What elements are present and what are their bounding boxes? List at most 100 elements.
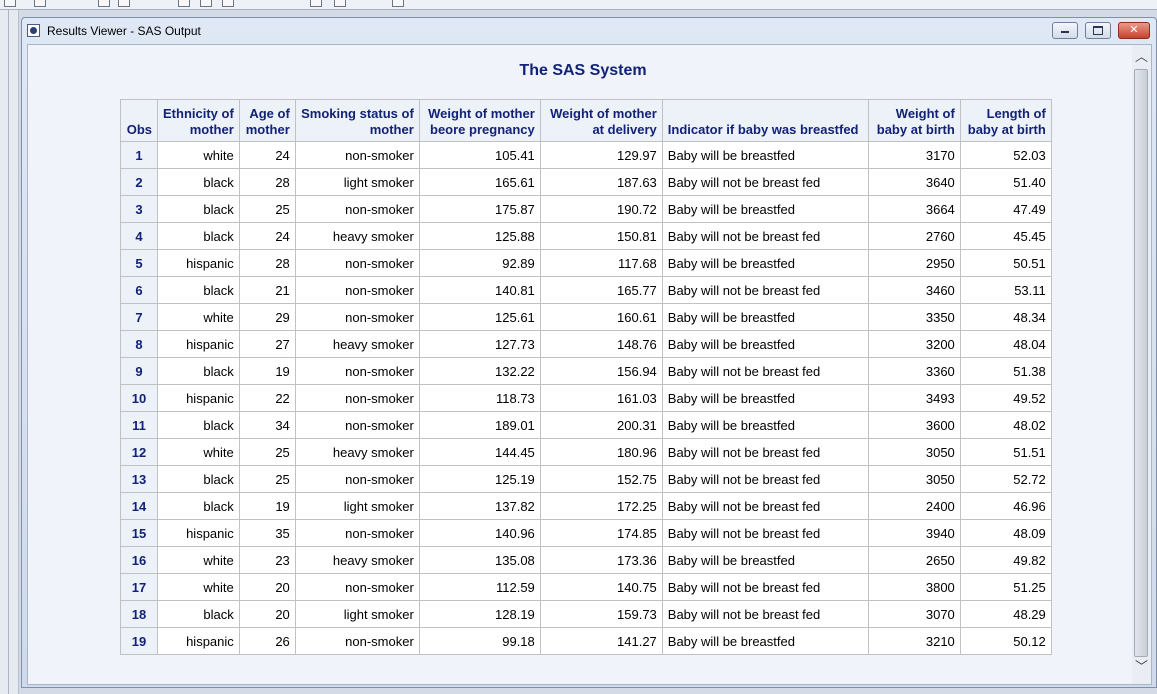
cell-obs: 8 [120,330,158,358]
cell-smoking: non-smoker [294,195,420,223]
vertical-scrollbar[interactable]: ︿ ﹀ [1132,45,1151,684]
toolbar-icon[interactable] [34,0,46,7]
cell-baby-weight: 3210 [867,627,961,655]
table-row: 5 hispanic 28 non-smoker 92.89 117.68 Baby wil… [120,249,1052,277]
toolbar-icon[interactable] [4,0,16,7]
cell-breastfed: Baby will not be breast fed [661,438,869,466]
toolbar-icon[interactable] [200,0,212,7]
cell-ethnicity: black [157,195,240,223]
cell-breastfed: Baby will be breastfed [661,384,869,412]
toolbar-icon[interactable] [178,0,190,7]
cell-weight-delivery: 161.03 [539,384,663,412]
toolbar-icon[interactable] [118,0,130,7]
cell-age: 19 [238,357,296,385]
toolbar-icon[interactable] [334,0,346,7]
close-button[interactable]: ✕ [1118,22,1150,39]
cell-baby-length: 51.25 [959,573,1052,601]
toolbar-icon[interactable] [310,0,322,7]
table-row: 11 black 34 non-smoker 189.01 200.31 Baby will… [120,411,1052,439]
cell-obs: 3 [120,195,158,223]
cell-smoking: heavy smoker [294,546,420,574]
table-body: 1 white 24 non-smoker 105.41 129.97 Baby will … [120,141,1052,655]
minimize-icon [1061,30,1069,33]
cell-obs: 2 [120,168,158,196]
cell-baby-length: 50.12 [959,627,1052,655]
maximize-button[interactable] [1085,22,1111,39]
cell-obs: 19 [120,627,158,655]
cell-baby-length: 53.11 [959,276,1052,304]
cell-age: 24 [238,141,296,169]
cell-weight-delivery: 172.25 [539,492,663,520]
scroll-up-icon[interactable]: ︿ [1134,49,1148,64]
column-header-baby-length: Length of baby at birth [959,99,1052,142]
table-row: 12 white 25 heavy smoker 144.45 180.96 Baby wi… [120,438,1052,466]
cell-baby-weight: 2950 [867,249,961,277]
minimize-button[interactable] [1052,22,1078,39]
results-viewer-window: Results Viewer - SAS Output ✕ The SAS Sy… [21,17,1157,688]
cell-weight-before: 125.88 [418,222,541,250]
toolbar-icon[interactable] [392,0,404,7]
cell-obs: 18 [120,600,158,628]
cell-baby-length: 45.45 [959,222,1052,250]
cell-ethnicity: white [157,546,240,574]
cell-weight-delivery: 150.81 [539,222,663,250]
cell-breastfed: Baby will not be breast fed [661,600,869,628]
window-title: Results Viewer - SAS Output [47,24,201,38]
cell-smoking: non-smoker [294,519,420,547]
cell-weight-delivery: 165.77 [539,276,663,304]
cell-ethnicity: hispanic [157,384,240,412]
cell-breastfed: Baby will be breastfed [661,546,869,574]
cell-breastfed: Baby will not be breast fed [661,222,869,250]
cell-baby-weight: 2400 [867,492,961,520]
cell-weight-before: 135.08 [418,546,541,574]
cell-baby-weight: 3350 [867,303,961,331]
cell-smoking: non-smoker [294,357,420,385]
cell-obs: 12 [120,438,158,466]
cell-weight-before: 125.61 [418,303,541,331]
cell-breastfed: Baby will not be breast fed [661,465,869,493]
cell-smoking: non-smoker [294,411,420,439]
cell-weight-before: 137.82 [418,492,541,520]
table-row: 17 white 20 non-smoker 112.59 140.75 Baby will… [120,573,1052,601]
cell-baby-length: 51.40 [959,168,1052,196]
table-row: 7 white 29 non-smoker 125.61 160.61 Baby will … [120,303,1052,331]
scrollbar-thumb[interactable] [1134,69,1148,657]
cell-weight-delivery: 180.96 [539,438,663,466]
toolbar-icon[interactable] [222,0,234,7]
cell-smoking: light smoker [294,168,420,196]
report-title: The SAS System [519,62,647,79]
cell-baby-weight: 3800 [867,573,961,601]
cell-baby-length: 48.04 [959,330,1052,358]
cell-weight-before: 175.87 [418,195,541,223]
cell-baby-weight: 3360 [867,357,961,385]
app-toolbar-strip [0,0,1157,10]
cell-weight-delivery: 152.75 [539,465,663,493]
cell-baby-weight: 3493 [867,384,961,412]
table-row: 14 black 19 light smoker 137.82 172.25 Baby wi… [120,492,1052,520]
cell-ethnicity: hispanic [157,627,240,655]
cell-weight-delivery: 156.94 [539,357,663,385]
cell-breastfed: Baby will be breastfed [661,141,869,169]
cell-weight-before: 128.19 [418,600,541,628]
cell-breastfed: Baby will not be breast fed [661,573,869,601]
cell-baby-weight: 3070 [867,600,961,628]
column-header-smoking: Smoking status of mother [294,99,420,142]
table-row: 19 hispanic 26 non-smoker 99.18 141.27 Baby wi… [120,627,1052,655]
output-pane: The SAS System Obs Ethnicity of mother Ag… [27,44,1152,685]
cell-baby-length: 46.96 [959,492,1052,520]
toolbar-icon[interactable] [98,0,110,7]
table-row: 4 black 24 heavy smoker 125.88 150.81 Baby wil… [120,222,1052,250]
cell-weight-before: 140.81 [418,276,541,304]
table-row: 1 white 24 non-smoker 105.41 129.97 Baby will … [120,141,1052,169]
cell-baby-weight: 3940 [867,519,961,547]
cell-smoking: heavy smoker [294,222,420,250]
window-titlebar[interactable]: Results Viewer - SAS Output ✕ [22,18,1156,44]
cell-baby-weight: 3600 [867,411,961,439]
maximize-icon [1093,25,1103,35]
cell-baby-length: 48.02 [959,411,1052,439]
cell-age: 20 [238,573,296,601]
table-row: 6 black 21 non-smoker 140.81 165.77 Baby will … [120,276,1052,304]
cell-age: 23 [238,546,296,574]
cell-weight-delivery: 160.61 [539,303,663,331]
scroll-down-icon[interactable]: ﹀ [1134,659,1148,674]
